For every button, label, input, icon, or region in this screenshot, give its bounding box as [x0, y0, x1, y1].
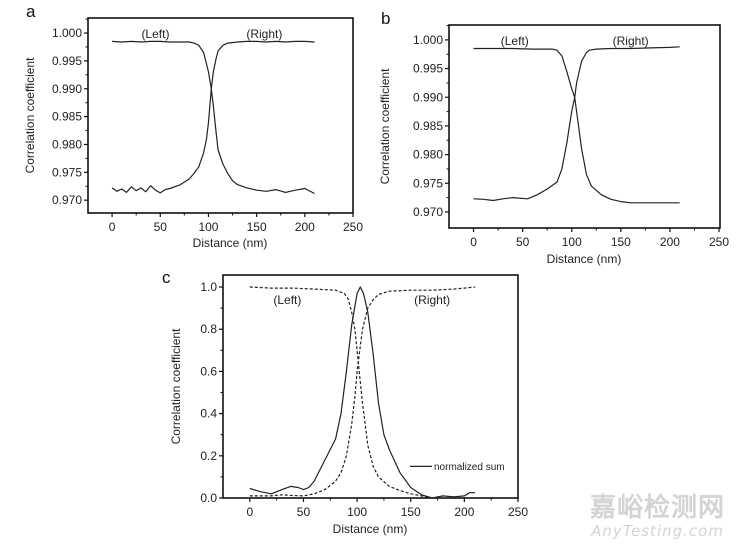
series-line-2 — [473, 46, 680, 202]
annotation-label: (Right) — [414, 293, 450, 307]
x-tick-label: 100 — [198, 220, 218, 234]
chart-panel-a: 0 50 100 150 200 250 0.970 0.975 0.980 0.985 0.990… — [23, 17, 363, 250]
watermark-cn: 嘉峪检测网 — [590, 493, 726, 523]
y-tick-label: 0.0 — [200, 491, 217, 505]
y-tick-label: 0.990 — [413, 90, 443, 104]
y-tick-label: 0.970 — [52, 193, 82, 207]
y-tick-label: 1.000 — [52, 26, 82, 40]
series-line-1 — [112, 40, 315, 195]
legend-entry: normalized sum — [434, 462, 505, 473]
annotation-label: (Left) — [141, 27, 169, 41]
y-tick-label: 0.985 — [413, 119, 443, 133]
y-tick-label: 0.975 — [413, 176, 443, 190]
x-tick-label: 100 — [562, 235, 582, 249]
x-tick-label: 0 — [470, 235, 477, 249]
y-tick-label: 0.2 — [200, 449, 217, 463]
plot-frame — [222, 274, 519, 499]
x-tick-label: 250 — [508, 505, 528, 519]
x-tick-label: 200 — [295, 220, 315, 234]
watermark-en: AnyTesting.com — [591, 522, 724, 540]
x-axis-label: Distance (nm) — [547, 252, 622, 266]
panel-label-b: b — [381, 9, 391, 28]
x-tick-label: 0 — [246, 505, 253, 519]
y-axis-label: Correlation coefficient — [169, 328, 183, 445]
series-line-1 — [473, 47, 680, 204]
x-tick-label: 50 — [154, 220, 168, 234]
x-tick-label: 0 — [109, 220, 116, 234]
y-tick-label: 1.000 — [413, 33, 443, 47]
y-axis-label: Correlation coefficient — [23, 57, 37, 174]
x-tick-label: 150 — [611, 235, 631, 249]
watermark-logo: 嘉峪检测网 AnyTesting.com — [590, 493, 725, 539]
series-line-2 — [249, 286, 476, 497]
x-tick-label: 50 — [516, 235, 530, 249]
annotation-label: (Left) — [501, 34, 529, 48]
x-tick-label: 100 — [347, 505, 367, 519]
chart-panel-b: 0 50 100 150 200 250 0.970 0.975 0.980 0.985 0.990… — [378, 24, 729, 266]
series-line-normalized-sum — [249, 286, 476, 499]
chart-panel-c: 0 50 100 150 200 250 0.0 0.2 0.4 0.6 0.8 1.0 Distanc… — [169, 274, 528, 536]
y-tick-label: 1.0 — [200, 280, 217, 294]
panel-label-a: a — [26, 2, 36, 21]
plot-frame — [87, 17, 354, 214]
x-axis-label: Distance (nm) — [193, 236, 268, 250]
annotation-label: (Right) — [613, 34, 649, 48]
x-tick-label: 200 — [660, 235, 680, 249]
y-tick-label: 0.6 — [200, 364, 217, 378]
x-tick-label: 150 — [401, 505, 421, 519]
x-axis-label: Distance (nm) — [333, 522, 408, 536]
x-tick-label: 50 — [297, 505, 311, 519]
annotation-label: (Left) — [273, 293, 301, 307]
y-tick-label: 0.975 — [52, 165, 82, 179]
y-tick-label: 0.995 — [52, 54, 82, 68]
y-tick-label: 0.8 — [200, 322, 217, 336]
x-tick-label: 250 — [343, 220, 363, 234]
series-line-2 — [111, 40, 315, 194]
y-tick-label: 0.4 — [200, 407, 217, 421]
y-tick-label: 0.985 — [52, 110, 82, 124]
annotation-label: (Right) — [246, 27, 282, 41]
y-axis-label: Correlation coefficient — [378, 68, 392, 185]
y-tick-label: 0.980 — [413, 148, 443, 162]
x-tick-label: 200 — [454, 505, 474, 519]
y-tick-label: 0.990 — [52, 82, 82, 96]
panel-label-c: c — [162, 268, 171, 287]
x-tick-label: 150 — [247, 220, 267, 234]
x-tick-label: 250 — [709, 235, 729, 249]
y-tick-label: 0.980 — [52, 137, 82, 151]
y-tick-label: 0.970 — [413, 205, 443, 219]
series-line-1 — [249, 286, 476, 499]
y-tick-label: 0.995 — [413, 62, 443, 76]
